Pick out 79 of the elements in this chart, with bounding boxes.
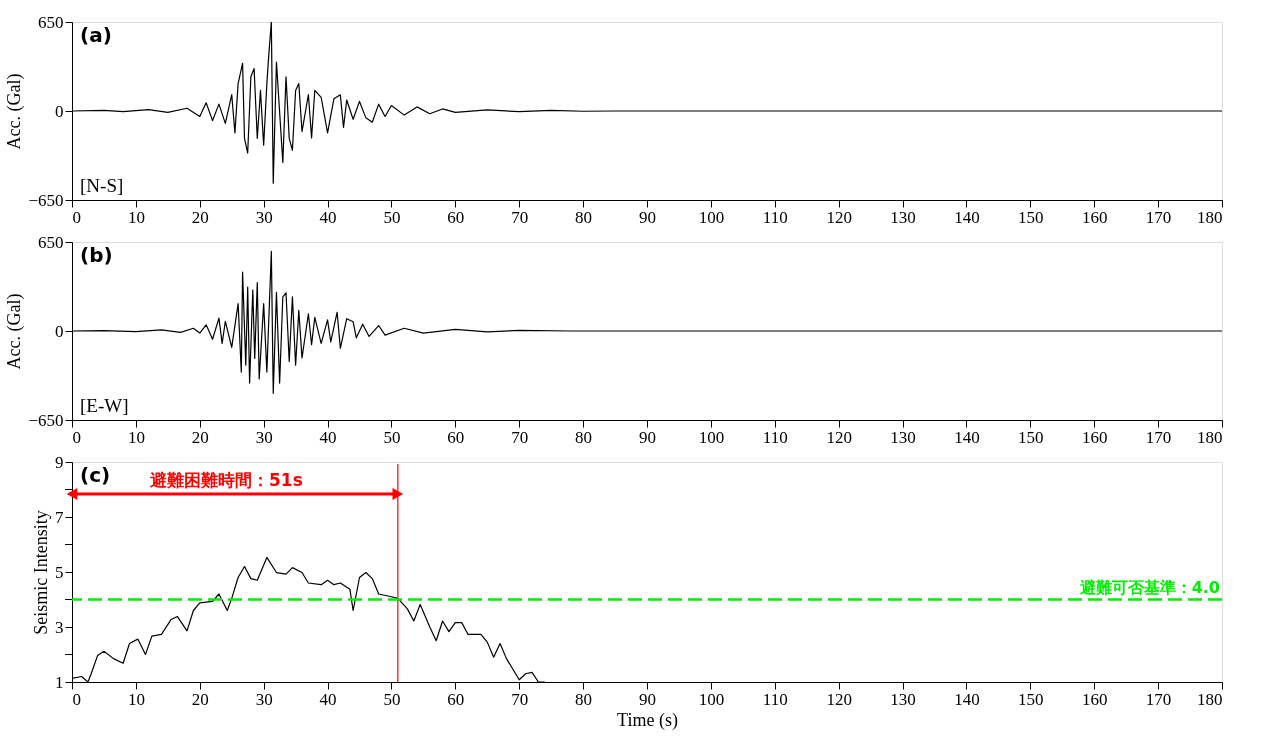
x-axis-title: Time (s) [617, 709, 678, 731]
x-tick-label: 60 [447, 689, 465, 709]
y-tick-label: −650 [28, 410, 64, 430]
x-tick-label: 90 [639, 689, 656, 709]
y-tick-label: −650 [28, 190, 64, 210]
x-tick-label: 150 [1018, 207, 1044, 227]
y-tick-label: 7 [55, 507, 64, 527]
y-tick-label: 9 [55, 452, 64, 472]
x-tick-label: 80 [575, 427, 593, 447]
x-tick-label: 180 [1197, 689, 1223, 709]
x-tick-label: 160 [1081, 207, 1108, 227]
annotation: (b) [80, 243, 113, 267]
x-tick-label: 160 [1081, 689, 1108, 709]
y-axis-title: Seismic Intensity [31, 510, 51, 635]
x-tick-label: 20 [191, 427, 209, 447]
annotation: (a) [80, 23, 112, 47]
x-tick-label: 60 [447, 207, 465, 227]
y-tick-label: 0 [55, 101, 64, 121]
x-tick-label: 80 [575, 689, 593, 709]
x-tick-label: 80 [575, 207, 593, 227]
x-tick-label: 50 [383, 689, 401, 709]
x-tick-label: 70 [511, 427, 529, 447]
x-tick-label: 120 [826, 427, 852, 447]
x-tick-label: 180 [1197, 207, 1223, 227]
x-tick-label: 110 [762, 427, 788, 447]
x-tick-label: 130 [890, 207, 916, 227]
x-tick-label: 140 [954, 427, 980, 447]
x-tick-label: 110 [762, 207, 788, 227]
x-tick-label: 140 [954, 689, 980, 709]
x-tick-label: 90 [639, 207, 656, 227]
x-tick-label: 90 [639, 427, 656, 447]
x-tick-label: 70 [511, 207, 529, 227]
y-tick-label: 650 [38, 232, 64, 252]
x-tick-label: 50 [383, 427, 401, 447]
x-tick-label: 40 [319, 207, 337, 227]
x-tick-label: 40 [319, 427, 337, 447]
x-tick-label: 30 [255, 689, 273, 709]
x-tick-label: 120 [826, 207, 852, 227]
x-tick-label: 0 [72, 689, 81, 709]
x-tick-label: 100 [698, 207, 725, 227]
x-tick-label: 120 [826, 689, 852, 709]
x-tick-label: 40 [319, 689, 337, 709]
x-tick-label: 100 [698, 427, 725, 447]
x-tick-label: 130 [890, 427, 916, 447]
x-tick-label: 130 [890, 689, 916, 709]
x-tick-label: 50 [383, 207, 401, 227]
x-tick-label: 160 [1081, 427, 1108, 447]
x-tick-label: 30 [255, 207, 273, 227]
y-tick-label: 5 [55, 562, 64, 582]
x-tick-label: 140 [954, 207, 980, 227]
ref-line-label: 避難可否基準：4.0 [1078, 577, 1220, 597]
x-tick-label: 180 [1197, 427, 1223, 447]
x-tick-label: 20 [191, 207, 209, 227]
y-tick-label: 650 [38, 12, 64, 32]
x-tick-label: 170 [1145, 689, 1172, 709]
x-tick-label: 10 [127, 689, 145, 709]
annotation: [N-S] [80, 175, 124, 196]
x-tick-label: 10 [127, 207, 145, 227]
x-tick-label: 30 [255, 427, 273, 447]
x-tick-label: 10 [127, 427, 145, 447]
x-tick-label: 110 [762, 689, 788, 709]
annotation: [E-W] [80, 395, 129, 416]
y-tick-label: 3 [55, 617, 64, 637]
annotation: (c) [80, 463, 111, 487]
y-tick-label: 0 [55, 321, 64, 341]
x-tick-label: 20 [191, 689, 209, 709]
x-tick-label: 150 [1018, 427, 1044, 447]
x-tick-label: 150 [1018, 689, 1044, 709]
x-tick-label: 0 [72, 207, 81, 227]
y-axis-title: Acc. (Gal) [4, 293, 26, 370]
x-tick-label: 0 [72, 427, 81, 447]
x-tick-label: 100 [698, 689, 725, 709]
x-tick-label: 70 [511, 689, 529, 709]
x-tick-label: 60 [447, 427, 465, 447]
y-tick-label: 1 [55, 672, 64, 692]
x-tick-label: 170 [1145, 207, 1172, 227]
x-tick-label: 170 [1145, 427, 1172, 447]
y-axis-title: Acc. (Gal) [4, 73, 26, 150]
ref-line-label: 避難困難時間：51s [150, 470, 303, 490]
